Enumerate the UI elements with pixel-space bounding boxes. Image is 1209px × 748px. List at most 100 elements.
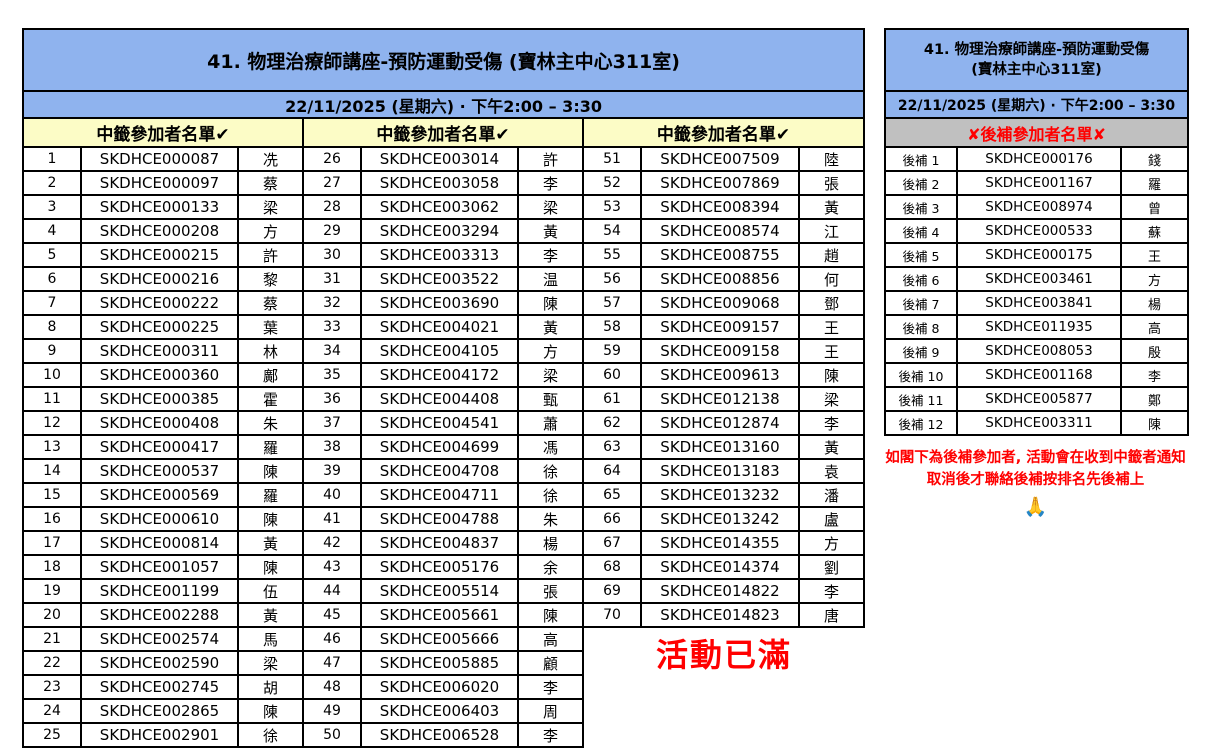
winner-surname: 劉 <box>797 554 866 580</box>
waitlist-panel: 41. 物理治療師講座-預防運動受傷 (寶林主中心311室) 22/11/202… <box>883 28 1190 521</box>
waitlist-surname: 羅 <box>1119 170 1190 196</box>
winner-number: 32 <box>302 290 362 316</box>
winners-row: 24 SKDHCE002865 陳 49 SKDHCE006403 周 <box>22 698 864 724</box>
winner-surname: 顧 <box>517 650 584 676</box>
waitlist-surname: 殷 <box>1119 338 1190 364</box>
winner-surname: 蕭 <box>517 410 584 436</box>
winners-row: 6 SKDHCE000216 黎 31 SKDHCE003522 温 56 SKDHCE008… <box>22 266 866 292</box>
waitlist-surname: 曾 <box>1119 194 1190 220</box>
waitlist-code: SKDHCE001167 <box>956 170 1122 196</box>
winner-surname: 李 <box>797 578 866 604</box>
winner-code: SKDHCE003294 <box>360 218 519 244</box>
waitlist-body: 後補 1 SKDHCE000176 錢後補 2 SKDHCE001167 羅後補 3 SK… <box>884 146 1190 436</box>
winner-number: 34 <box>302 338 362 364</box>
winner-code: SKDHCE001199 <box>80 578 239 604</box>
winner-number: 24 <box>22 698 82 724</box>
winner-code: SKDHCE000225 <box>80 314 239 340</box>
waitlist-surname: 李 <box>1119 362 1190 388</box>
winner-surname: 陳 <box>237 506 304 532</box>
waitlist-row: 後補 2 SKDHCE001167 羅 <box>884 170 1190 196</box>
winner-number: 38 <box>302 434 362 460</box>
winners-row: 9 SKDHCE000311 林 34 SKDHCE004105 方 59 SKDHCE009… <box>22 338 866 364</box>
winner-surname: 陳 <box>237 458 304 484</box>
winner-surname: 楊 <box>517 530 584 556</box>
winner-code: SKDHCE000569 <box>80 482 239 508</box>
winner-code: SKDHCE003014 <box>360 146 519 172</box>
winner-surname: 盧 <box>797 506 866 532</box>
winners-row: 5 SKDHCE000215 許 30 SKDHCE003313 李 55 SKDHCE008… <box>22 242 866 268</box>
winner-number: 18 <box>22 554 82 580</box>
winner-number: 7 <box>22 290 82 316</box>
waitlist-row: 後補 6 SKDHCE003461 方 <box>884 266 1190 292</box>
winners-row: 8 SKDHCE000225 葉 33 SKDHCE004021 黃 58 SKDHCE009… <box>22 314 866 340</box>
winner-number: 14 <box>22 458 82 484</box>
winner-code: SKDHCE013183 <box>640 458 800 484</box>
waitlist-row: 後補 3 SKDHCE008974 曾 <box>884 194 1190 220</box>
winner-surname: 葉 <box>237 314 304 340</box>
waitlist-code: SKDHCE000175 <box>956 242 1122 268</box>
winner-number: 55 <box>582 242 642 268</box>
waitlist-rank: 後補 6 <box>884 266 958 292</box>
winner-code: SKDHCE000360 <box>80 362 239 388</box>
winner-code: SKDHCE009157 <box>640 314 800 340</box>
winners-row: 2 SKDHCE000097 蔡 27 SKDHCE003058 李 52 SKDHCE007… <box>22 170 866 196</box>
winner-code: SKDHCE000133 <box>80 194 239 220</box>
winners-row: 22 SKDHCE002590 梁 47 SKDHCE005885 顧 <box>22 650 864 676</box>
winner-surname: 甄 <box>517 386 584 412</box>
winner-code: SKDHCE005514 <box>360 578 519 604</box>
winner-surname: 羅 <box>237 434 304 460</box>
winner-code: SKDHCE007509 <box>640 146 800 172</box>
winner-number: 44 <box>302 578 362 604</box>
winner-number: 69 <box>582 578 642 604</box>
winners-row: 11 SKDHCE000385 霍 36 SKDHCE004408 甄 61 SKDHCE01… <box>22 386 866 412</box>
winner-number: 61 <box>582 386 642 412</box>
winner-code: SKDHCE001057 <box>80 554 239 580</box>
winner-code: SKDHCE005666 <box>360 626 519 652</box>
winner-surname: 黃 <box>237 530 304 556</box>
winner-number: 52 <box>582 170 642 196</box>
winner-number: 48 <box>302 674 362 700</box>
winner-number: 19 <box>22 578 82 604</box>
winner-surname: 余 <box>517 554 584 580</box>
waitlist-table: 41. 物理治療師講座-預防運動受傷 (寶林主中心311室) 22/11/202… <box>883 28 1190 436</box>
winner-surname: 冼 <box>237 146 304 172</box>
winner-code: SKDHCE009068 <box>640 290 800 316</box>
winner-number: 8 <box>22 314 82 340</box>
waitlist-surname: 王 <box>1119 242 1190 268</box>
winners-row: 12 SKDHCE000408 朱 37 SKDHCE004541 蕭 62 SKDHCE01… <box>22 410 866 436</box>
waitlist-code: SKDHCE011935 <box>956 314 1122 340</box>
winners-row: 10 SKDHCE000360 鄺 35 SKDHCE004172 梁 60 SKDHCE00… <box>22 362 866 388</box>
winner-number: 41 <box>302 506 362 532</box>
winner-code: SKDHCE000311 <box>80 338 239 364</box>
winner-number: 40 <box>302 482 362 508</box>
event-title: 41. 物理治療師講座-預防運動受傷 (寶林主中心311室) <box>21 28 866 92</box>
winner-code: SKDHCE012138 <box>640 386 800 412</box>
winner-number: 39 <box>302 458 362 484</box>
winner-code: SKDHCE000610 <box>80 506 239 532</box>
winner-code: SKDHCE009613 <box>640 362 800 388</box>
winner-code: SKDHCE003313 <box>360 242 519 268</box>
winner-surname: 周 <box>517 698 584 724</box>
winners-row: 3 SKDHCE000133 梁 28 SKDHCE003062 梁 53 SKDHCE008… <box>22 194 866 220</box>
winners-row: 13 SKDHCE000417 羅 38 SKDHCE004699 馮 63 SKDHCE01… <box>22 434 866 460</box>
waitlist-row: 後補 1 SKDHCE000176 錢 <box>884 146 1190 172</box>
winner-code: SKDHCE004837 <box>360 530 519 556</box>
winner-surname: 梁 <box>797 386 866 412</box>
winner-number: 4 <box>22 218 82 244</box>
winner-surname: 温 <box>517 266 584 292</box>
waitlist-row: 後補 5 SKDHCE000175 王 <box>884 242 1190 268</box>
winner-code: SKDHCE005176 <box>360 554 519 580</box>
winner-surname: 陳 <box>797 362 866 388</box>
winner-surname: 李 <box>517 242 584 268</box>
winner-number: 36 <box>302 386 362 412</box>
waitlist-code: SKDHCE001168 <box>956 362 1122 388</box>
winner-surname: 張 <box>517 578 584 604</box>
winner-code: SKDHCE000417 <box>80 434 239 460</box>
winner-surname: 林 <box>237 338 304 364</box>
waitlist-rank: 後補 10 <box>884 362 958 388</box>
winner-number: 43 <box>302 554 362 580</box>
winners-body: 1 SKDHCE000087 冼 26 SKDHCE003014 許 51 SKDHCE007… <box>22 146 866 748</box>
winner-number: 11 <box>22 386 82 412</box>
winner-surname: 梁 <box>517 362 584 388</box>
winner-code: SKDHCE000087 <box>80 146 239 172</box>
